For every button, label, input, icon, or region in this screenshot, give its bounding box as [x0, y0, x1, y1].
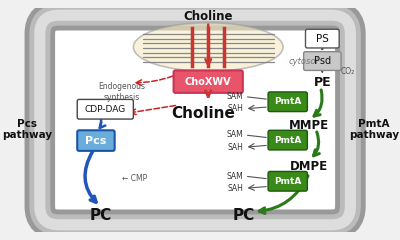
- FancyBboxPatch shape: [77, 99, 133, 119]
- FancyBboxPatch shape: [77, 130, 115, 151]
- FancyBboxPatch shape: [268, 130, 307, 150]
- Text: Choline: Choline: [184, 10, 233, 23]
- Text: PS: PS: [316, 34, 329, 44]
- Text: PmtA: PmtA: [274, 177, 302, 186]
- Text: CDP-DAG: CDP-DAG: [85, 105, 126, 114]
- FancyBboxPatch shape: [47, 21, 343, 219]
- Text: Choline: Choline: [172, 106, 236, 121]
- Text: cytosol: cytosol: [289, 58, 318, 66]
- Text: PmtA
pathway: PmtA pathway: [349, 119, 399, 140]
- Text: SAH: SAH: [228, 104, 244, 113]
- Text: PC: PC: [233, 208, 255, 223]
- Text: SAH: SAH: [228, 184, 244, 193]
- Text: Pcs
pathway: Pcs pathway: [2, 119, 52, 140]
- Ellipse shape: [133, 23, 283, 71]
- Text: PmtA: PmtA: [274, 97, 302, 106]
- Text: ChoXWV: ChoXWV: [185, 77, 232, 87]
- Text: ← CMP: ← CMP: [122, 174, 147, 183]
- Text: PC: PC: [90, 208, 112, 223]
- FancyBboxPatch shape: [268, 92, 307, 112]
- Text: Pcs: Pcs: [85, 136, 107, 146]
- Text: SAM: SAM: [227, 172, 244, 181]
- Text: CO₂: CO₂: [341, 67, 355, 76]
- Text: PE: PE: [314, 76, 331, 89]
- Text: Psd: Psd: [314, 56, 331, 66]
- Text: SAM: SAM: [227, 131, 244, 139]
- Text: PmtA: PmtA: [274, 136, 302, 145]
- Text: MMPE: MMPE: [289, 119, 329, 132]
- Text: SAH: SAH: [228, 143, 244, 152]
- FancyBboxPatch shape: [306, 29, 339, 48]
- FancyBboxPatch shape: [174, 70, 243, 93]
- FancyBboxPatch shape: [304, 52, 341, 70]
- FancyBboxPatch shape: [268, 171, 307, 191]
- Text: SAM: SAM: [227, 92, 244, 101]
- Text: Endogenous
synthesis: Endogenous synthesis: [99, 82, 146, 102]
- Text: DMPE: DMPE: [290, 160, 328, 173]
